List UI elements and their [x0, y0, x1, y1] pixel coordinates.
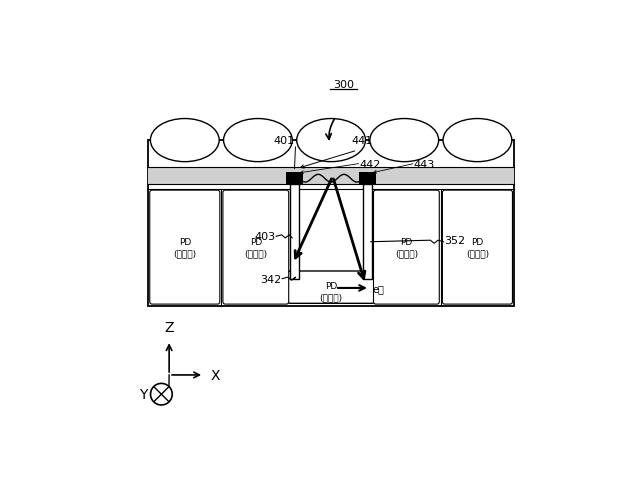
Ellipse shape	[297, 119, 365, 162]
Text: e－: e－	[373, 284, 385, 294]
Text: 352: 352	[444, 235, 465, 245]
Bar	[291, 184, 299, 279]
Text: 441: 441	[351, 136, 372, 146]
Bar	[364, 184, 372, 279]
Text: PD
(可視光): PD (可視光)	[244, 237, 268, 258]
FancyBboxPatch shape	[374, 191, 439, 305]
Text: 403: 403	[254, 232, 275, 242]
Text: 401: 401	[273, 136, 294, 146]
Text: PD
(赤外光): PD (赤外光)	[319, 281, 342, 302]
Text: 300: 300	[333, 79, 354, 89]
Text: 342: 342	[260, 274, 282, 284]
Text: 442: 442	[359, 160, 380, 170]
Bar	[359, 173, 376, 184]
Text: Y: Y	[139, 387, 147, 401]
Ellipse shape	[443, 119, 512, 162]
FancyBboxPatch shape	[150, 191, 220, 305]
Bar	[148, 168, 514, 184]
Ellipse shape	[223, 119, 292, 162]
FancyBboxPatch shape	[442, 191, 513, 305]
Text: PD
(可視光): PD (可視光)	[173, 237, 196, 258]
Ellipse shape	[370, 119, 438, 162]
Ellipse shape	[150, 119, 219, 162]
Text: 443: 443	[413, 160, 435, 170]
FancyBboxPatch shape	[223, 191, 289, 305]
Text: PD
(可視光): PD (可視光)	[395, 237, 418, 258]
Text: PD
(可視光): PD (可視光)	[466, 237, 489, 258]
Text: Z: Z	[164, 321, 174, 335]
Bar	[148, 141, 514, 306]
Text: X: X	[210, 368, 220, 382]
FancyBboxPatch shape	[287, 272, 376, 304]
Bar	[286, 173, 303, 184]
